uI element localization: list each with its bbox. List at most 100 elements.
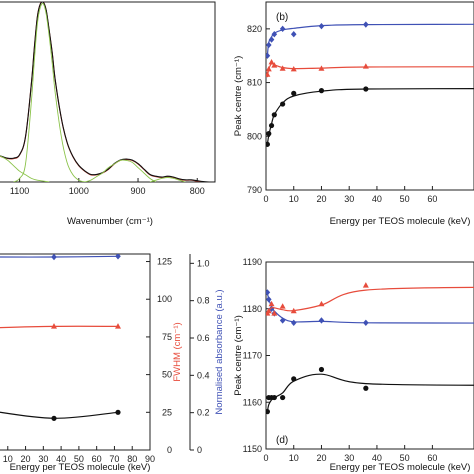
- data-point: [291, 376, 297, 382]
- data-point: [268, 305, 275, 312]
- y2-axis-label: Normalised absorbance (a.u.): [214, 289, 225, 414]
- data-point: [266, 131, 272, 137]
- y-axis-label: FWHM (cm⁻¹): [172, 322, 183, 381]
- x-tick-label: 70: [109, 454, 119, 464]
- data-point: [266, 307, 272, 314]
- y2-tick-label: 0: [197, 445, 202, 455]
- x-tick-label: 800: [190, 186, 205, 196]
- x-axis-label: Energy per TEOS molecule (keV): [330, 462, 471, 473]
- y-tick-label: 125: [157, 257, 172, 267]
- fit-line: [0, 255, 119, 258]
- y2-tick-label: 0.2: [197, 408, 210, 418]
- y-tick-label: 800: [247, 131, 262, 141]
- data-point: [363, 21, 369, 28]
- x-axis-label: Wavenumber (cm⁻¹): [67, 216, 153, 227]
- data-point: [266, 409, 270, 415]
- chart-panel-1: 1100 1000 900 800 Wavenumber (cm⁻¹): [0, 1, 216, 227]
- x-tick-label: 10: [289, 194, 299, 204]
- x-tick-label: 60: [92, 454, 102, 464]
- y-tick-label: 75: [162, 332, 172, 342]
- x-tick-label: 20: [316, 194, 326, 204]
- data-point: [51, 254, 57, 261]
- data-point: [271, 62, 278, 68]
- x-tick-label: 10: [3, 454, 13, 464]
- data-point: [271, 31, 278, 38]
- y2-tick-label: 1.0: [197, 258, 210, 268]
- data-point: [266, 71, 271, 77]
- y-axis-label: Peak centre (cm⁻¹): [233, 56, 244, 137]
- plot-frame: [265, 1, 474, 191]
- series-line: [149, 177, 186, 182]
- data-point: [290, 307, 297, 314]
- y-tick-label: 1150: [243, 444, 262, 454]
- y-tick-label: 50: [162, 370, 172, 380]
- y-tick-label: 790: [247, 185, 262, 195]
- x-tick-label: 90: [145, 454, 155, 464]
- data-point: [115, 254, 121, 260]
- x-tick-label: 1100: [10, 186, 29, 196]
- y-tick-label: 1190: [243, 257, 262, 267]
- data-point: [318, 317, 325, 324]
- fit-line: [266, 373, 474, 412]
- x-axis-label: Energy per TEOS molecule (keV): [330, 216, 471, 227]
- y-tick-label: 810: [247, 78, 262, 88]
- data-point: [290, 31, 297, 38]
- data-point: [279, 25, 286, 33]
- y-tick-label: 1180: [243, 304, 262, 314]
- x-tick-label: 30: [38, 454, 48, 464]
- data-point: [115, 409, 121, 415]
- y2-tick-label: 0.4: [197, 370, 210, 380]
- chart-panel-2: 0 10 20 30 40 50 60 790 800 810 820 Energy per TEOS…: [233, 1, 474, 227]
- y2-tick-label: 0.8: [197, 296, 210, 306]
- data-point: [266, 65, 272, 72]
- data-point: [271, 112, 277, 118]
- x-tick-label: 40: [372, 194, 382, 204]
- data-point: [115, 323, 121, 329]
- x-tick-label: 0: [263, 194, 268, 204]
- data-point: [280, 394, 286, 401]
- x-tick-label: 1000: [69, 186, 89, 196]
- data-point: [279, 317, 286, 324]
- x-tick-label: 30: [344, 453, 354, 463]
- y-tick-label: 0: [167, 445, 172, 455]
- y-tick-label: 100: [157, 294, 172, 304]
- data-point: [266, 52, 271, 59]
- panel-label: (d): [276, 435, 288, 446]
- data-point: [266, 289, 271, 296]
- data-point: [271, 394, 277, 401]
- plot-frame: [0, 253, 151, 451]
- x-tick-label: 10: [289, 453, 299, 463]
- x-axis-label: Energy per TEOS molecule (keV): [10, 462, 151, 473]
- series-line: [13, 2, 85, 182]
- fit-line: [266, 286, 474, 314]
- data-point: [268, 36, 275, 43]
- data-point: [362, 63, 369, 69]
- data-point: [363, 319, 369, 326]
- fit-line: [266, 62, 474, 78]
- x-tick-label: 80: [127, 454, 137, 464]
- data-point: [51, 323, 57, 329]
- data-point: [51, 415, 57, 421]
- data-layer: [0, 2, 215, 182]
- fit-line: [0, 411, 119, 419]
- y-tick-label: 25: [162, 407, 172, 417]
- data-point: [290, 319, 297, 326]
- data-layer: [266, 282, 474, 415]
- data-point: [271, 310, 278, 316]
- data-point: [290, 65, 297, 72]
- data-point: [266, 141, 270, 147]
- data-point: [280, 101, 286, 107]
- data-point: [363, 385, 369, 391]
- fit-line: [266, 23, 474, 56]
- chart-panel-3: 10 20 30 40 50 60 70 80 90 0 25 50 75 100 125 0 0.2 0.4 0.…: [0, 253, 225, 473]
- x-tick-label: 40: [372, 453, 382, 463]
- data-point: [318, 65, 325, 71]
- data-point: [266, 41, 272, 49]
- x-tick-label: 60: [427, 194, 437, 204]
- panel-label: (b): [276, 12, 288, 23]
- plot-frame: [0, 1, 216, 183]
- series-line: [0, 2, 215, 182]
- series-line: [0, 155, 50, 182]
- series-line: [84, 159, 157, 182]
